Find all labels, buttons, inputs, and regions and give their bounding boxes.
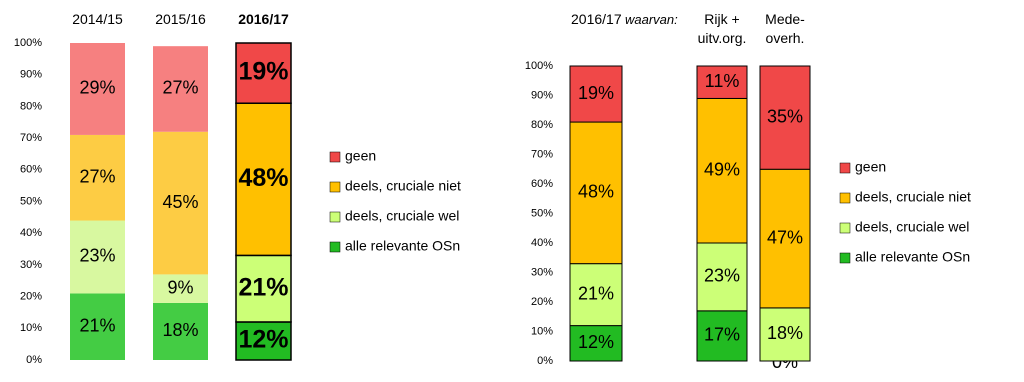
data-label: 19% [238, 58, 288, 86]
bar-segment [569, 263, 623, 327]
bar-segment [153, 46, 208, 132]
y-tick-label: 100% [14, 37, 42, 49]
legend-swatch [839, 162, 851, 174]
bar-segment [696, 65, 748, 99]
data-label: 21% [578, 283, 614, 303]
bar-segment [759, 65, 811, 170]
data-label: 18% [162, 320, 198, 340]
legend-swatch [329, 181, 341, 193]
data-label: 48% [238, 164, 288, 192]
y-tick-label: 40% [20, 227, 42, 239]
bar-segment [696, 97, 748, 244]
legend-swatch [839, 192, 851, 204]
legend-swatch [329, 241, 341, 253]
y-tick-label: 70% [531, 148, 553, 160]
y-tick-label: 80% [531, 119, 553, 131]
legend-swatch [329, 211, 341, 223]
y-tick-label: 90% [531, 89, 553, 101]
y-tick-label: 70% [20, 132, 42, 144]
y-tick-label: 10% [20, 322, 42, 334]
category-label: Mede-overh. [765, 11, 805, 46]
category-label: 2015/16 [155, 11, 206, 27]
y-tick-label: 20% [20, 291, 42, 303]
y-tick-label: 60% [531, 178, 553, 190]
bar-segment [235, 42, 292, 104]
data-label: 9% [167, 277, 193, 297]
data-label: 23% [79, 246, 115, 266]
category-label: Rijk + uitv.org. [697, 11, 747, 46]
data-label: 49% [704, 159, 740, 179]
y-tick-label: 40% [531, 237, 553, 249]
data-label: 23% [704, 266, 740, 286]
data-label: 21% [238, 273, 288, 301]
annotation: waarvan: [625, 12, 678, 27]
legend-swatch [839, 222, 851, 234]
data-label: 17% [704, 325, 740, 345]
y-tick-label: 80% [20, 100, 42, 112]
legend-label: deels, cruciale niet [345, 178, 461, 194]
legend-swatch [329, 151, 341, 163]
bar-segment [235, 102, 292, 257]
legend-swatch [839, 252, 851, 264]
legend-label: deels, cruciale wel [855, 219, 969, 235]
data-label: 47% [767, 227, 803, 247]
data-label: 27% [79, 166, 115, 186]
bar-segment [153, 131, 208, 275]
data-label: 18% [767, 323, 803, 343]
category-label: 2016/17 [571, 11, 622, 27]
data-label: 11% [705, 71, 740, 91]
y-tick-label: 90% [20, 69, 42, 81]
legend-label: geen [855, 159, 886, 175]
data-label: 12% [578, 332, 614, 352]
bar-segment [70, 43, 125, 135]
y-tick-label: 20% [531, 296, 553, 308]
y-tick-label: 50% [20, 195, 42, 207]
data-label: 19% [578, 83, 614, 103]
data-label: 45% [162, 192, 198, 212]
bar-segment [70, 134, 125, 221]
data-label: 35% [767, 106, 803, 126]
y-tick-label: 0% [537, 355, 553, 367]
bar-segment [759, 307, 811, 362]
y-tick-label: 100% [525, 60, 553, 72]
data-label: 48% [578, 182, 614, 202]
bar-segment [70, 220, 125, 294]
bar-segment [70, 293, 125, 360]
data-label: 27% [162, 78, 198, 98]
legend-label: deels, cruciale wel [345, 208, 459, 224]
y-tick-label: 30% [531, 266, 553, 278]
bar-segment [153, 274, 208, 303]
legend-label: alle relevante OSn [855, 249, 970, 265]
category-label: 2016/17 [238, 11, 289, 27]
legend-label: deels, cruciale niet [855, 189, 971, 205]
data-label: 12% [238, 326, 288, 354]
bar-segment [569, 121, 623, 265]
bar-segment [235, 254, 292, 323]
legend-label: alle relevante OSn [345, 238, 460, 254]
bar-segment [759, 168, 811, 309]
bar-segment [696, 310, 748, 362]
data-label: 21% [79, 315, 115, 335]
y-tick-label: 30% [20, 259, 42, 271]
bar-segment [153, 302, 208, 360]
y-tick-label: 0% [26, 354, 42, 366]
data-label: 29% [79, 78, 115, 98]
legend-label: geen [345, 148, 376, 164]
y-tick-label: 10% [531, 325, 553, 337]
y-tick-label: 50% [531, 207, 553, 219]
y-tick-label: 60% [20, 164, 42, 176]
category-label: 2014/15 [72, 11, 123, 27]
bar-segment [569, 65, 623, 123]
bar-segment [569, 325, 623, 362]
